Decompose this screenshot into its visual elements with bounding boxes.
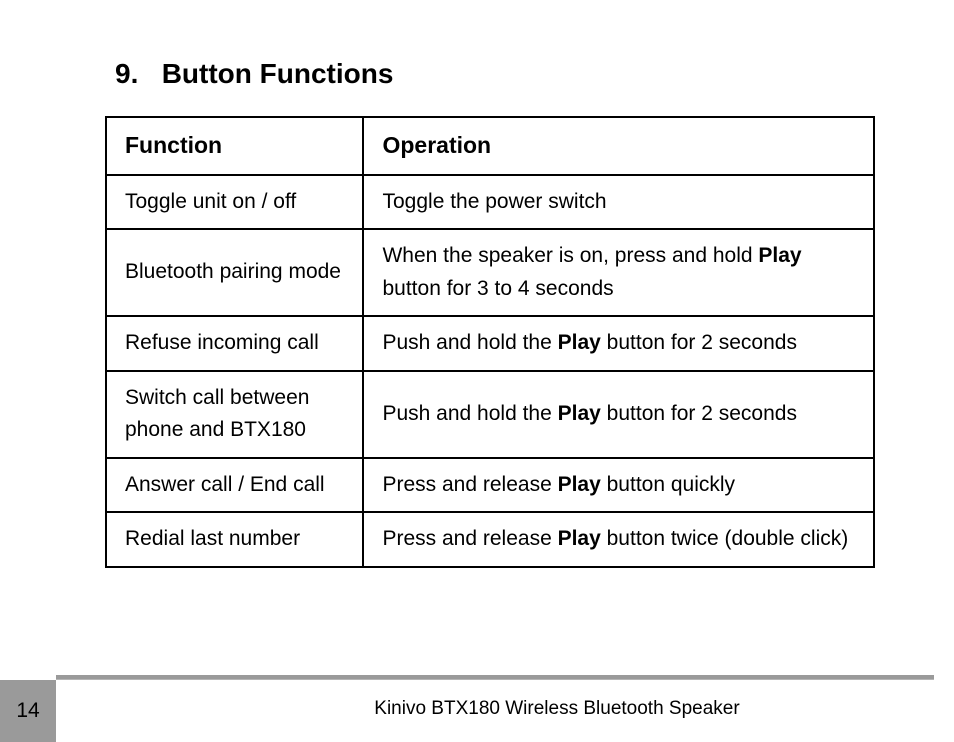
cell-function: Redial last number [106,512,363,567]
text: button for 2 seconds [601,331,797,354]
cell-function: Toggle unit on / off [106,175,363,230]
text: Toggle the power switch [382,190,606,213]
footer-rule [56,675,934,680]
cell-function: Switch call between phone and BTX180 [106,371,363,458]
bold-text: Play [758,244,801,267]
page-number: 14 [16,699,39,723]
cell-operation: Press and release Play button quickly [363,458,874,513]
text: button for 3 to 4 seconds [382,277,613,300]
page-number-box: 14 [0,680,56,742]
text: button quickly [601,473,735,496]
section-number: 9. [115,58,138,89]
bold-text: Play [558,473,601,496]
footer-product-name: Kinivo BTX180 Wireless Bluetooth Speaker [0,698,914,720]
text: Push and hold the [382,331,557,354]
bold-text: Play [558,331,601,354]
table-header-row: Function Operation [106,117,874,175]
col-header-function: Function [106,117,363,175]
col-header-operation: Operation [363,117,874,175]
table-row: Switch call between phone and BTX180Push… [106,371,874,458]
cell-operation: Push and hold the Play button for 2 seco… [363,316,874,371]
table-row: Toggle unit on / off Toggle the power swi… [106,175,874,230]
table-row: Answer call / End callPress and release … [106,458,874,513]
section-title-text: Button Functions [162,58,394,89]
cell-function: Answer call / End call [106,458,363,513]
cell-function: Bluetooth pairing mode [106,229,363,316]
cell-operation: Push and hold the Play button for 2 seco… [363,371,874,458]
text: button for 2 seconds [601,402,797,425]
cell-operation: Toggle the power switch [363,175,874,230]
text: Press and release [382,473,557,496]
bold-text: Play [558,527,601,550]
table-row: Bluetooth pairing modeWhen the speaker i… [106,229,874,316]
cell-function: Refuse incoming call [106,316,363,371]
text: When the speaker is on, press and hold [382,244,758,267]
table-row: Redial last numberPress and release Play… [106,512,874,567]
table-row: Refuse incoming callPush and hold the Pl… [106,316,874,371]
cell-operation: Press and release Play button twice (dou… [363,512,874,567]
table-body: Toggle unit on / off Toggle the power swi… [106,175,874,567]
manual-page: 9. Button Functions Function Operation T… [0,0,954,742]
cell-operation: When the speaker is on, press and hold P… [363,229,874,316]
text: button twice (double click) [601,527,848,550]
text: Push and hold the [382,402,557,425]
bold-text: Play [558,402,601,425]
text: Press and release [382,527,557,550]
button-functions-table: Function Operation Toggle unit on / offT… [105,116,875,568]
section-heading: 9. Button Functions [115,58,864,90]
